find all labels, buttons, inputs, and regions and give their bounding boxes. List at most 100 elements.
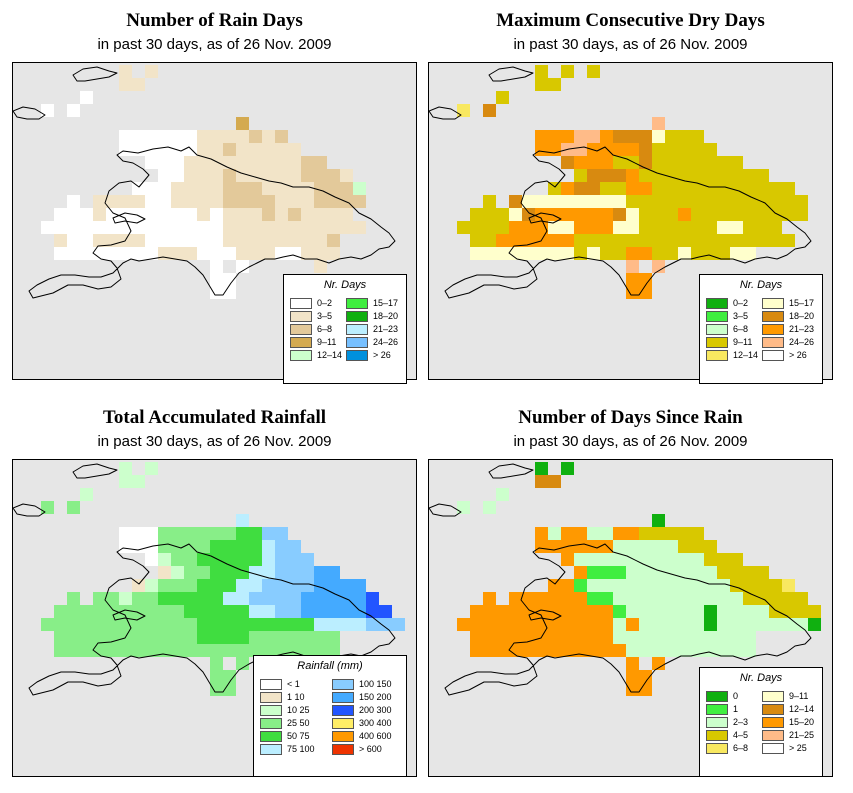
- legend-item: 0–2: [706, 297, 748, 309]
- grid-cell: [249, 143, 262, 156]
- legend-swatch: [260, 743, 282, 755]
- grid-cell: [223, 143, 236, 156]
- grid-cell: [236, 514, 249, 527]
- grid-cell: [652, 260, 665, 273]
- grid-cell: [275, 169, 288, 182]
- grid-cell: [743, 566, 756, 579]
- grid-cell: [132, 143, 145, 156]
- grid-cell: [574, 527, 587, 540]
- grid-cell: [145, 631, 158, 644]
- grid-cell: [262, 208, 275, 221]
- grid-cell: [314, 605, 327, 618]
- grid-cell: [704, 566, 717, 579]
- legend-label: 15–20: [789, 717, 815, 727]
- grid-cell: [600, 130, 613, 143]
- grid-cell: [626, 683, 639, 696]
- legend-label: 1 10: [287, 692, 305, 702]
- grid-cell: [704, 195, 717, 208]
- grid-cell: [106, 221, 119, 234]
- grid-cell: [236, 234, 249, 247]
- grid-cell: [236, 579, 249, 592]
- map-area[interactable]: [428, 62, 833, 380]
- grid-cell: [743, 247, 756, 260]
- grid-cell: [197, 592, 210, 605]
- grid-cell: [522, 605, 535, 618]
- grid-cell: [314, 566, 327, 579]
- grid-cell: [197, 221, 210, 234]
- grid-cell: [509, 208, 522, 221]
- grid-cell: [353, 221, 366, 234]
- grid-cell: [691, 221, 704, 234]
- grid-cell: [327, 195, 340, 208]
- grid-cell: [743, 631, 756, 644]
- grid-cell: [678, 182, 691, 195]
- grid-cell: [808, 618, 821, 631]
- grid-cell: [288, 579, 301, 592]
- grid-cell: [626, 286, 639, 299]
- legend-label: 4–5: [733, 730, 749, 740]
- grid-cell: [509, 592, 522, 605]
- grid-cell: [93, 644, 106, 657]
- grid-cell: [249, 130, 262, 143]
- grid-cell: [561, 208, 574, 221]
- coastline-outline: [528, 212, 562, 224]
- grid-cell: [145, 605, 158, 618]
- grid-cell: [301, 208, 314, 221]
- grid-cell: [119, 208, 132, 221]
- grid-cell: [626, 156, 639, 169]
- grid-cell: [197, 618, 210, 631]
- grid-cell: [67, 195, 80, 208]
- map-area[interactable]: [12, 62, 417, 380]
- legend-swatch: [762, 349, 784, 361]
- grid-cell: [249, 208, 262, 221]
- grid-cell: [626, 208, 639, 221]
- grid-cell: [223, 195, 236, 208]
- grid-cell: [288, 234, 301, 247]
- grid-cell: [301, 195, 314, 208]
- grid-cell: [158, 592, 171, 605]
- grid-cell: [561, 247, 574, 260]
- grid-cell: [743, 169, 756, 182]
- grid-cell: [184, 208, 197, 221]
- grid-cell: [353, 605, 366, 618]
- grid-cell: [483, 618, 496, 631]
- grid-cell: [262, 540, 275, 553]
- grid-cell: [561, 631, 574, 644]
- grid-cell: [470, 208, 483, 221]
- legend-item: 21–23: [346, 323, 398, 335]
- grid-cell: [652, 566, 665, 579]
- grid-cell: [639, 273, 652, 286]
- grid-cell: [158, 566, 171, 579]
- grid-cell: [41, 501, 54, 514]
- legend: Nr. Days 0–2 3–5 6–8 9–11 12–14 15–17 18–20 21–…: [283, 274, 407, 384]
- grid-cell: [730, 221, 743, 234]
- grid-cell: [652, 540, 665, 553]
- grid-cell: [184, 169, 197, 182]
- grid-cell: [665, 631, 678, 644]
- legend-label: 100 150: [359, 679, 392, 689]
- grid-cell: [639, 670, 652, 683]
- grid-cell: [600, 631, 613, 644]
- coastline-outline: [429, 106, 462, 120]
- grid-cell: [652, 143, 665, 156]
- grid-cell: [119, 78, 132, 91]
- legend-swatch: [260, 678, 282, 690]
- grid-cell: [158, 143, 171, 156]
- map-area[interactable]: [428, 459, 833, 777]
- grid-cell: [275, 195, 288, 208]
- grid-cell: [327, 592, 340, 605]
- grid-cell: [483, 247, 496, 260]
- grid-cell: [236, 527, 249, 540]
- grid-cell: [106, 618, 119, 631]
- grid-cell: [756, 234, 769, 247]
- grid-cell: [158, 221, 171, 234]
- grid-cell: [210, 657, 223, 670]
- grid-cell: [535, 247, 548, 260]
- grid-cell: [600, 605, 613, 618]
- grid-cell: [93, 208, 106, 221]
- grid-cell: [210, 156, 223, 169]
- grid-cell: [639, 527, 652, 540]
- grid-cell: [223, 644, 236, 657]
- legend-swatch: [762, 323, 784, 335]
- grid-cell: [600, 592, 613, 605]
